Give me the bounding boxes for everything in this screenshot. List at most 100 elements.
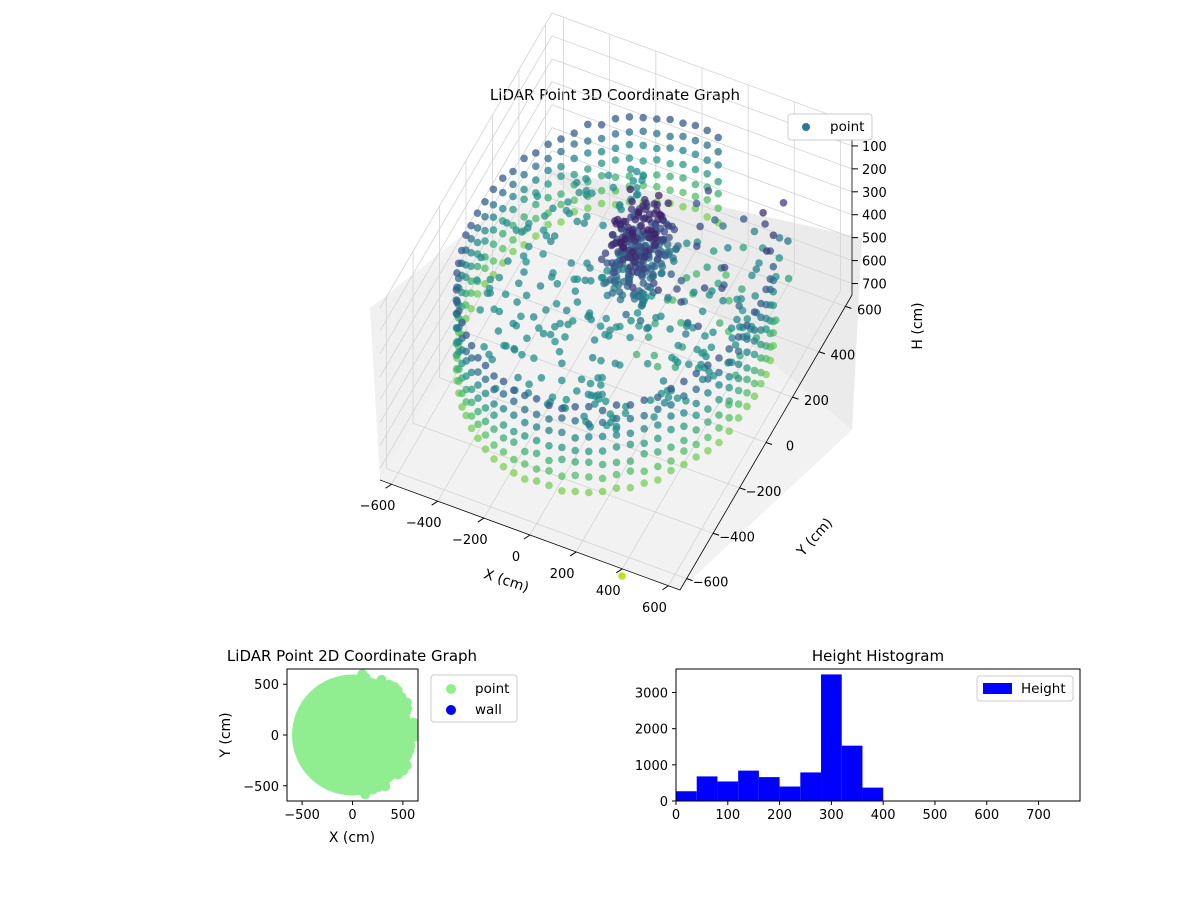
point-3d: [724, 244, 732, 252]
point-3d: [458, 318, 466, 327]
point-3d: [705, 367, 713, 376]
point-3d: [587, 277, 595, 285]
point-3d: [669, 254, 677, 262]
point-3d: [537, 374, 546, 382]
point-3d: [612, 219, 620, 228]
point-3d: [673, 358, 682, 367]
point-3d: [691, 136, 700, 145]
point-3d: [608, 231, 617, 239]
point-3d: [703, 213, 711, 221]
point-3d: [633, 309, 642, 317]
point-3d: [667, 466, 675, 475]
point-3d: [743, 389, 751, 397]
point-3d: [584, 137, 592, 145]
point-3d: [715, 354, 723, 362]
point-3d: [544, 166, 552, 175]
point-3d: [570, 196, 578, 204]
point-3d: [481, 431, 490, 439]
point-3d: [680, 436, 688, 445]
point-3d: [644, 323, 652, 332]
point-3d: [619, 255, 627, 264]
y-tick: [712, 532, 720, 536]
point-3d: [715, 424, 723, 432]
point-3d: [679, 160, 687, 169]
point-3d: [573, 178, 581, 187]
grid-line: [379, 12, 853, 309]
point-3d: [467, 277, 475, 286]
point-3d: [643, 359, 652, 368]
point-3d: [532, 149, 540, 157]
point-3d: [467, 368, 476, 377]
point-3d: [627, 316, 635, 325]
point-2d: [357, 688, 368, 699]
point-3d: [704, 187, 713, 195]
grid-line: [379, 104, 853, 400]
point-3d: [750, 337, 759, 345]
point-3d: [703, 170, 711, 178]
point-3d: [597, 147, 606, 156]
point-3d: [597, 172, 606, 180]
point-3d: [692, 369, 700, 378]
z-tick-label: 600: [862, 255, 887, 270]
point-3d: [525, 242, 533, 251]
point-3d: [489, 201, 498, 209]
x-tick: [431, 500, 438, 506]
point-3d: [704, 375, 712, 383]
point-3d: [547, 273, 556, 281]
point-3d: [645, 234, 654, 242]
point-3d: [597, 121, 606, 129]
point-3d: [499, 229, 507, 238]
point-3d: [691, 180, 700, 189]
point-3d: [552, 300, 561, 308]
point-3d: [521, 405, 529, 414]
point-2d: [382, 682, 393, 693]
point-3d: [571, 403, 579, 411]
point-3d: [502, 342, 510, 350]
point-3d: [513, 298, 521, 306]
point-3d: [509, 192, 517, 201]
point-2d: [361, 701, 371, 712]
chart-2d-xlabel: X (cm): [329, 830, 375, 846]
point-2d: [358, 782, 369, 793]
point-3d: [666, 115, 674, 124]
point-3d: [743, 375, 751, 384]
point-2d: [381, 724, 392, 735]
point-3d: [557, 218, 565, 226]
point-3d: [510, 469, 518, 477]
point-3d: [545, 401, 553, 410]
point-3d: [481, 445, 490, 454]
point-3d: [650, 262, 659, 271]
point-2d: [382, 694, 393, 705]
point-3d: [474, 354, 482, 362]
point-3d: [591, 400, 599, 408]
y-tick-label: −500: [243, 780, 279, 795]
point-3d: [622, 310, 630, 319]
point-3d: [725, 345, 733, 353]
point-3d: [499, 448, 508, 456]
point-3d: [734, 360, 743, 369]
point-3d: [670, 225, 679, 234]
grid-line: [379, 35, 853, 332]
point-3d: [637, 257, 646, 266]
point-3d: [660, 399, 669, 407]
point-3d: [499, 462, 508, 471]
point-2d: [374, 708, 385, 719]
histogram-legend: Height: [976, 675, 1074, 702]
x-tick-label: 600: [642, 601, 667, 616]
point-3d: [597, 381, 605, 389]
point-3d: [544, 140, 552, 149]
point-3d: [585, 488, 593, 497]
point-3d: [558, 414, 566, 422]
point-3d: [650, 351, 659, 360]
point-3d: [612, 484, 621, 493]
point-3d: [583, 212, 591, 221]
point-3d: [590, 336, 599, 344]
point-3d: [734, 414, 743, 422]
point-3d: [632, 350, 641, 359]
point-2d: [397, 718, 408, 729]
point-3d: [452, 286, 461, 294]
point-3d: [714, 148, 722, 156]
point-3d: [629, 177, 638, 185]
point-3d: [520, 185, 528, 194]
point-3d: [661, 251, 670, 260]
